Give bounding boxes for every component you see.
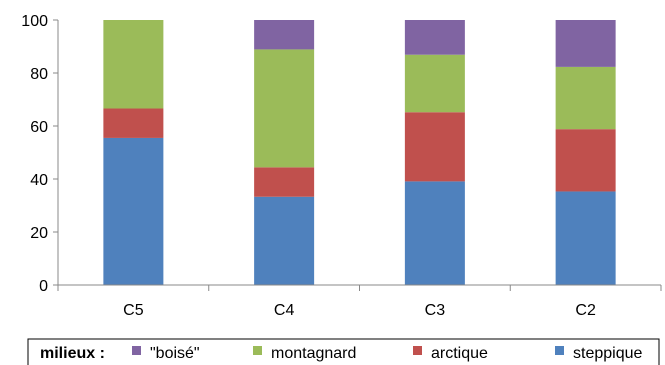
- bar-c2-series-2: [555, 66, 616, 130]
- legend-items: "boisé" montagnard arctique steppique: [132, 345, 642, 362]
- bar-c5-series-1: [103, 108, 164, 138]
- legend-label-2: arctique: [431, 345, 488, 362]
- y-axis: 0 20 40 60 80 100: [21, 13, 59, 295]
- legend-label-3: steppique: [573, 345, 642, 362]
- bar-c5-series-0: [103, 137, 164, 285]
- legend-label-1: montagnard: [271, 345, 356, 362]
- y-tick-label: 20: [30, 225, 48, 242]
- bar-c4-series-3: [254, 20, 315, 50]
- bar-c3-series-2: [404, 54, 465, 113]
- x-axis: C5 C4 C3 C2: [57, 284, 662, 319]
- x-tick-label-c3: C3: [425, 302, 446, 319]
- bar-c2-series-1: [555, 129, 616, 192]
- x-tick-label-c5: C5: [123, 302, 144, 319]
- plot-area: 0 20 40 60 80 100 C5 C4 C3 C2: [21, 13, 662, 319]
- bars-group: [103, 20, 616, 285]
- bar-c2-series-3: [555, 20, 616, 67]
- bar-c3-series-3: [404, 20, 465, 55]
- y-tick-label: 0: [39, 278, 48, 295]
- bar-c3-series-0: [404, 181, 465, 285]
- y-tick-label: 80: [30, 66, 48, 83]
- legend-swatch-2: [413, 346, 422, 355]
- y-tick-label: 40: [30, 172, 48, 189]
- y-tick-label: 60: [30, 119, 48, 136]
- legend-swatch-1: [253, 346, 262, 355]
- x-tick-label-c2: C2: [575, 302, 596, 319]
- legend-label-0: "boisé": [150, 345, 200, 362]
- bar-c4-series-1: [254, 167, 315, 197]
- bar-c3-series-1: [404, 112, 465, 182]
- bar-c4-series-0: [254, 196, 315, 285]
- legend: milieux : "boisé" montagnard arctique stepp…: [27, 338, 660, 365]
- bar-c5-series-2: [103, 20, 164, 109]
- legend-title: milieux :: [40, 345, 105, 362]
- y-tick-label: 100: [21, 13, 48, 30]
- legend-swatch-0: [132, 346, 141, 355]
- bar-c2-series-0: [555, 191, 616, 285]
- bar-c4-series-2: [254, 49, 315, 168]
- x-tick-label-c4: C4: [274, 302, 295, 319]
- legend-swatch-3: [555, 346, 564, 355]
